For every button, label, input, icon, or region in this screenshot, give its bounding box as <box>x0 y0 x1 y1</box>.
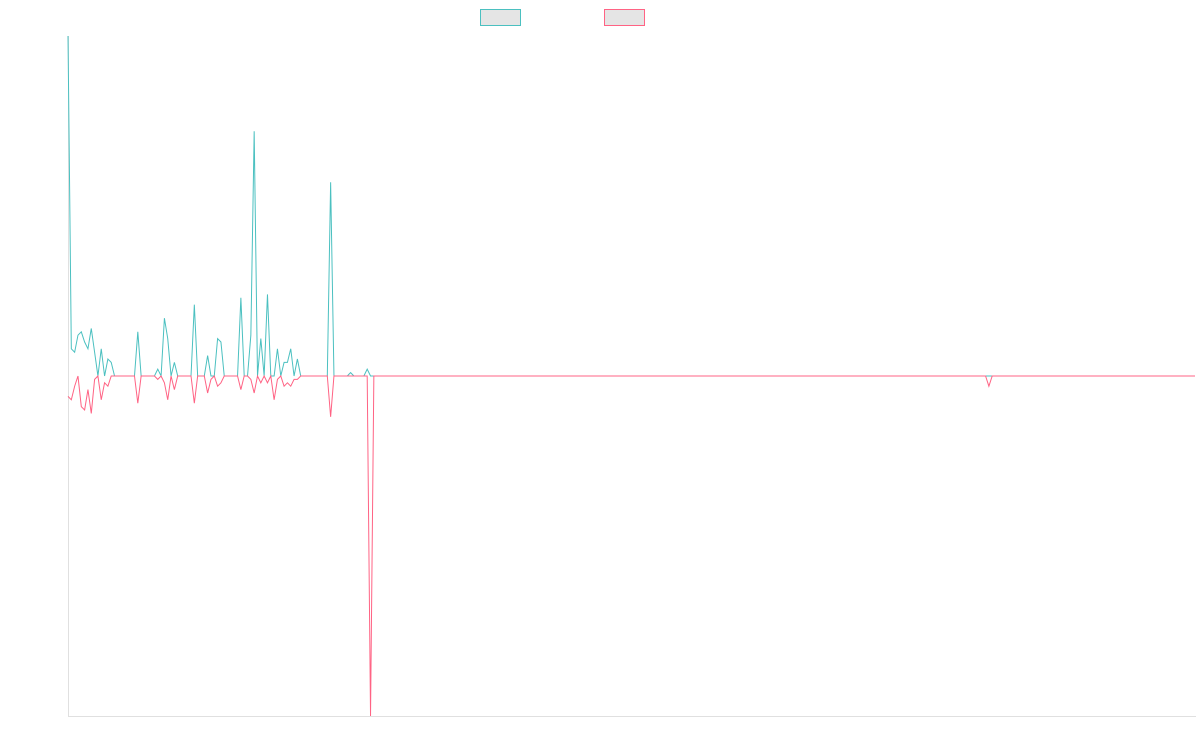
legend[interactable] <box>480 9 645 26</box>
legend-swatch-series-1 <box>480 9 521 26</box>
legend-swatch-series-2 <box>604 9 645 26</box>
legend-item-series-2[interactable] <box>604 9 645 26</box>
axes <box>68 36 1196 717</box>
legend-item-series-1[interactable] <box>480 9 521 26</box>
series-line-1 <box>67 35 1195 378</box>
plot-area <box>67 35 1195 717</box>
series-line-2 <box>67 374 1195 717</box>
